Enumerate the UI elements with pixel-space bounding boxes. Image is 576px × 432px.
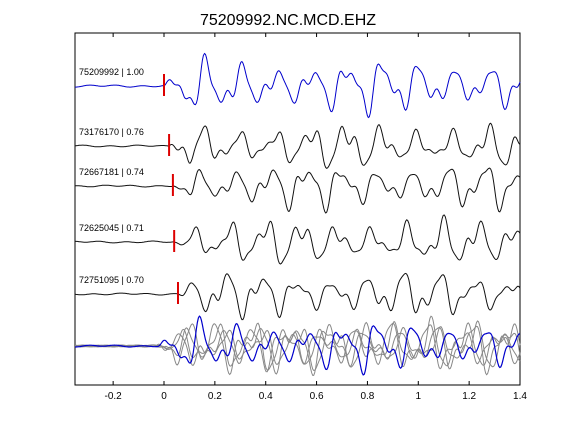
x-tick-label: 1.4 bbox=[513, 391, 527, 402]
x-tick-label: 0 bbox=[161, 391, 167, 402]
x-tick-label: 1 bbox=[416, 391, 422, 402]
trace-label: 75209992 | 1.00 bbox=[79, 67, 144, 77]
trace-label: 72625045 | 0.71 bbox=[79, 223, 144, 233]
stacked-waveforms bbox=[74, 315, 521, 376]
trace-group: 75209992 | 1.00 73176170 | 0.76 72667181 |… bbox=[74, 52, 521, 321]
x-axis: -0.2 0 0.2 0.4 0.6 0.8 1 1.2 1.4 bbox=[105, 33, 527, 402]
stack-trace bbox=[74, 315, 521, 371]
trace-label: 72751095 | 0.70 bbox=[79, 275, 144, 285]
stack-reference-trace bbox=[75, 315, 521, 376]
x-tick-label: 0.2 bbox=[208, 391, 222, 402]
stack-trace bbox=[74, 325, 521, 376]
x-tick-label: 1.2 bbox=[462, 391, 476, 402]
trace-line bbox=[74, 214, 521, 265]
trace-line bbox=[74, 272, 521, 321]
trace-label: 73176170 | 0.76 bbox=[79, 127, 144, 137]
x-tick-label: 0.6 bbox=[310, 391, 324, 402]
trace-line bbox=[74, 167, 521, 214]
x-tick-label: 0.4 bbox=[259, 391, 273, 402]
trace-line bbox=[75, 52, 521, 119]
x-tick-label: -0.2 bbox=[105, 391, 123, 402]
trace-label: 72667181 | 0.74 bbox=[79, 167, 144, 177]
x-tick-label: 0.8 bbox=[360, 391, 374, 402]
plot-frame bbox=[74, 32, 521, 386]
trace-line bbox=[74, 122, 521, 170]
chart-title: 75209992.NC.MCD.EHZ bbox=[200, 12, 376, 29]
